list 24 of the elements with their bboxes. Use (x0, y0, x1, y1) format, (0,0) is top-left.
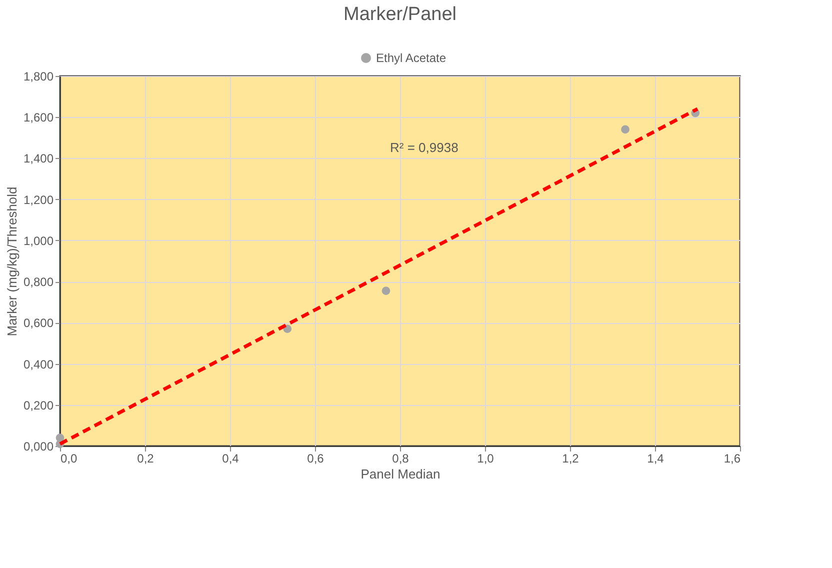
x-tick-label: 0,4 (222, 452, 240, 466)
y-tick-label: 0,600 (23, 316, 54, 330)
y-tick-label: 0,800 (23, 275, 54, 290)
y-tick-label: 1,200 (23, 192, 54, 207)
y-axis-title: Marker (mg/kg)/Threshold (4, 186, 20, 336)
y-tick-label: 0,000 (23, 440, 54, 454)
chart-title: Marker/Panel (344, 4, 456, 25)
legend-label: Ethyl Acetate (376, 51, 446, 65)
x-tick-label: 1,6 (724, 452, 741, 466)
annotation: R² = 0,9938 (390, 140, 458, 155)
x-tick-label: 0,0 (60, 452, 78, 466)
y-tick-label: 0,400 (23, 357, 54, 372)
y-tick-label: 0,200 (23, 398, 54, 412)
y-tick-label: 1,600 (23, 110, 54, 125)
x-tick-label: 1,2 (562, 452, 580, 466)
x-tick-label: 1,0 (477, 452, 494, 466)
y-tick-label: 1,400 (23, 152, 54, 166)
x-tick-label: 0,2 (137, 452, 154, 466)
y-tick-label: 1,800 (23, 70, 54, 84)
x-tick-label: 1,4 (647, 452, 664, 466)
x-tick-label: 0,8 (392, 452, 410, 466)
x-axis-title: Panel Median (360, 466, 440, 482)
y-tick-label: 1,000 (23, 234, 54, 248)
x-tick-label: 0,6 (307, 452, 324, 466)
